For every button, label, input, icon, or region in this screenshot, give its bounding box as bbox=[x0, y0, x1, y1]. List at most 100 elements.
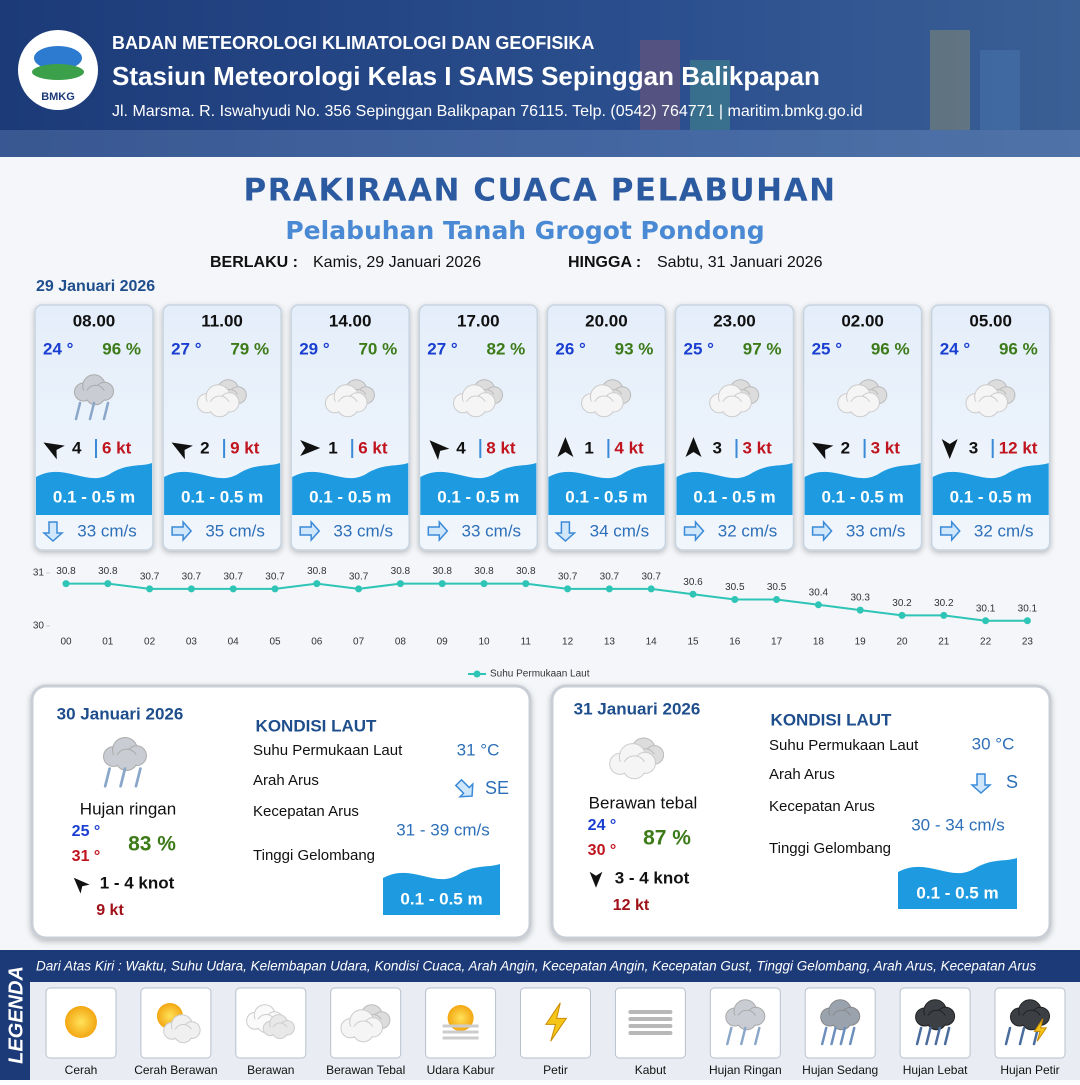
current-direction: SE bbox=[485, 778, 509, 798]
sst-point bbox=[814, 601, 822, 609]
time: 14.00 bbox=[329, 311, 372, 330]
value-label: 30.8 bbox=[474, 566, 494, 577]
wave-height: 0.1 - 0.5 m bbox=[437, 487, 519, 506]
wind-speed: 6 kt bbox=[102, 438, 132, 457]
cloud-part bbox=[613, 762, 652, 773]
humidity: 93 % bbox=[615, 339, 654, 358]
weather-icon bbox=[609, 737, 665, 780]
current-arrow bbox=[683, 520, 705, 542]
sst-point bbox=[62, 580, 70, 588]
weather-icon bbox=[915, 999, 956, 1046]
sst-point bbox=[104, 580, 112, 588]
wave-height: 0.1 - 0.5 m bbox=[400, 889, 482, 908]
current-arrow bbox=[42, 521, 64, 543]
sst: 30 °C bbox=[972, 734, 1015, 753]
header-band bbox=[0, 0, 1080, 157]
y-tick-label: 31 bbox=[33, 568, 45, 579]
sst-point bbox=[564, 585, 572, 593]
x-tick-label: 19 bbox=[855, 637, 867, 648]
wave-height: 0.1 - 0.5 m bbox=[693, 487, 775, 506]
legend-item-label: Berawan bbox=[247, 1063, 294, 1077]
humidity: 83 % bbox=[128, 833, 176, 856]
legend-side-bar bbox=[0, 950, 30, 1080]
weather-icon bbox=[820, 999, 861, 1046]
title: PRAKIRAAN CUACA PELABUHAN bbox=[243, 173, 836, 209]
legend-item-label: Hujan Lebat bbox=[903, 1063, 968, 1077]
sst-point bbox=[187, 585, 195, 593]
legend-item-label: Udara Kabur bbox=[427, 1063, 495, 1077]
current-speed: 33 cm/s bbox=[333, 521, 393, 540]
wave-height: 0.1 - 0.5 m bbox=[950, 487, 1032, 506]
temperature: 27 ° bbox=[427, 339, 458, 358]
temp-min: 25 ° bbox=[72, 823, 101, 840]
value-label: 30.8 bbox=[307, 566, 327, 577]
legend-marker bbox=[473, 670, 481, 678]
wind-force: 1 bbox=[328, 438, 337, 457]
current-arrow bbox=[970, 773, 992, 795]
sst: 31 °C bbox=[457, 740, 500, 759]
rain-drop bbox=[915, 1026, 923, 1046]
cloud-part bbox=[584, 401, 620, 412]
value-label: 30.2 bbox=[934, 598, 954, 609]
current-arrow bbox=[811, 520, 833, 542]
cloud-part bbox=[728, 1015, 762, 1025]
gust: 12 kt bbox=[613, 897, 650, 914]
sst-point bbox=[689, 590, 697, 598]
cloud-part bbox=[77, 390, 111, 400]
value-label: 30.8 bbox=[516, 566, 536, 577]
wave-height: 0.1 - 0.5 m bbox=[181, 487, 263, 506]
value-label: 30.1 bbox=[1018, 603, 1038, 614]
current-arrow bbox=[171, 520, 193, 542]
wind-arrow bbox=[557, 437, 574, 457]
x-tick-label: 18 bbox=[813, 637, 825, 648]
sst-line bbox=[66, 582, 1028, 622]
wind-arrow bbox=[812, 442, 834, 460]
wind-speed: 4 kt bbox=[614, 438, 644, 457]
sea-label: Suhu Permukaan Laut bbox=[253, 742, 403, 759]
weather-icon bbox=[156, 1003, 201, 1044]
sst-point bbox=[731, 596, 739, 603]
rain-drop bbox=[754, 1026, 761, 1046]
weather-icon bbox=[581, 379, 632, 418]
humidity: 87 % bbox=[643, 827, 691, 850]
value-label: 30.3 bbox=[850, 593, 870, 604]
x-tick-label: 11 bbox=[521, 637, 532, 648]
x-tick-label: 12 bbox=[562, 637, 574, 648]
value-label: 30.8 bbox=[391, 566, 411, 577]
wind-range: 1 - 4 knot bbox=[100, 873, 175, 892]
weather-icon bbox=[246, 1004, 295, 1040]
x-tick-label: 04 bbox=[228, 637, 240, 648]
from-label: BERLAKU : bbox=[210, 254, 298, 271]
logo-mark bbox=[32, 64, 84, 80]
legend-box bbox=[614, 987, 686, 1059]
time: 17.00 bbox=[457, 311, 500, 330]
sst-point bbox=[605, 585, 613, 593]
weather-icon bbox=[965, 379, 1016, 418]
value-label: 30.7 bbox=[641, 572, 661, 583]
weather-icon bbox=[837, 379, 888, 418]
sst-point bbox=[856, 606, 864, 614]
current-speed: 34 cm/s bbox=[590, 521, 650, 540]
temp-max: 31 ° bbox=[72, 848, 101, 865]
weather-icon bbox=[65, 1006, 97, 1038]
sst-point bbox=[982, 617, 990, 625]
wave-area bbox=[548, 463, 665, 515]
current-speed: 30 - 34 cm/s bbox=[911, 815, 1005, 834]
x-tick-label: 23 bbox=[1022, 637, 1034, 648]
x-tick-label: 17 bbox=[771, 637, 783, 648]
current-arrow bbox=[299, 520, 321, 542]
wind-arrow bbox=[429, 440, 450, 461]
legend-description: Dari Atas Kiri : Waktu, Suhu Udara, Kele… bbox=[36, 959, 1036, 974]
weather-icon bbox=[453, 379, 504, 418]
value-label: 30.7 bbox=[140, 572, 160, 583]
rain-drop bbox=[134, 767, 142, 788]
weather-icon bbox=[544, 1002, 568, 1042]
weather-icon bbox=[725, 999, 766, 1046]
day-date: 29 Januari 2026 bbox=[36, 278, 155, 295]
weather-icon bbox=[628, 1010, 673, 1035]
legend-item-label: Hujan Ringan bbox=[709, 1063, 782, 1077]
humidity: 97 % bbox=[743, 339, 782, 358]
value-label: 30.8 bbox=[432, 566, 452, 577]
current-arrow bbox=[554, 521, 577, 543]
x-tick-label: 06 bbox=[311, 637, 323, 648]
